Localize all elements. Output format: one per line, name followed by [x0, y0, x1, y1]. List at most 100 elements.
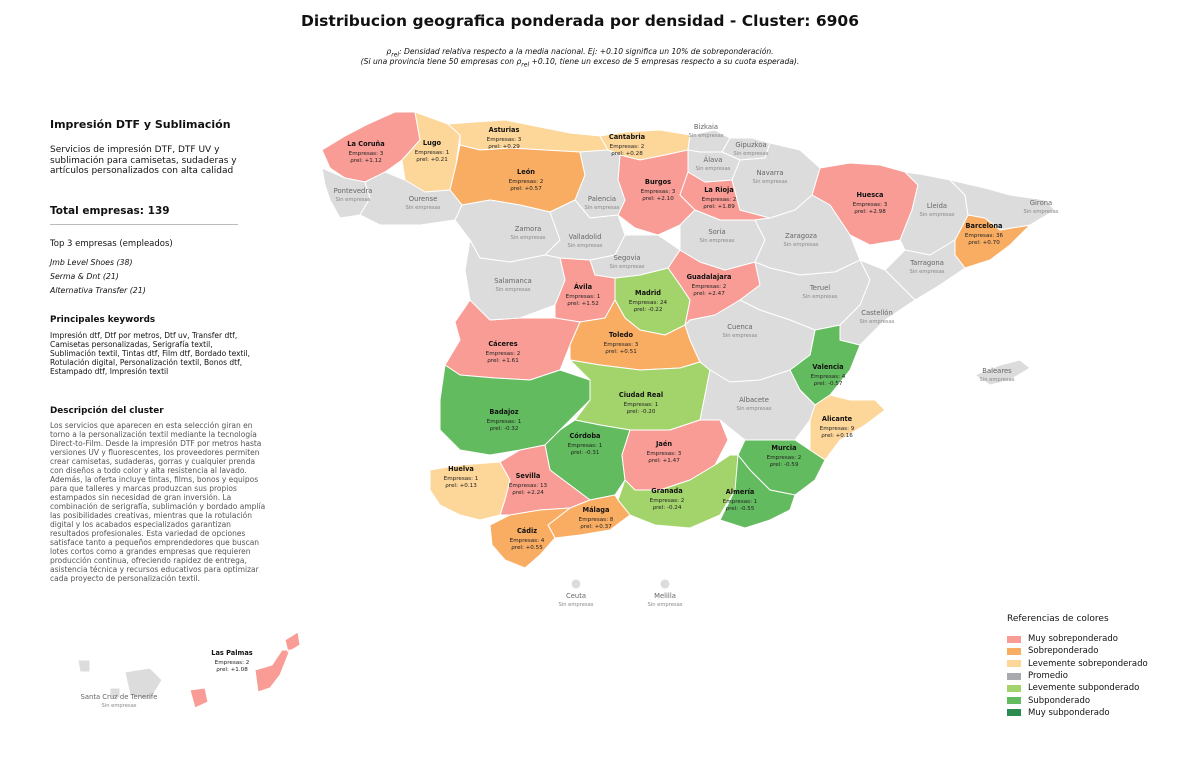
legend-swatch	[1007, 697, 1021, 705]
province-las-palmas	[189, 631, 301, 709]
province-name: León	[517, 168, 535, 176]
province-name: Granada	[651, 487, 682, 495]
top3-item: Serma & Dnt (21)	[50, 271, 119, 281]
province-no-data: Sin empresas	[699, 238, 734, 244]
province-count: Empresas: 2	[650, 498, 685, 504]
province-label-santa-cruz-de-tenerife: Santa Cruz de Tenerife Sin empresas	[81, 693, 158, 709]
color-legend: Referencias de colores Muy sobreponderad…	[1007, 614, 1148, 719]
province-no-data: Sin empresas	[752, 179, 787, 185]
province-rho: ρrel: +1.12	[350, 158, 382, 164]
province-melilla	[659, 578, 671, 590]
province-no-data: Sin empresas	[919, 212, 954, 218]
province-name: La Rioja	[704, 186, 734, 194]
province-count: Empresas: 1	[566, 294, 601, 300]
province-castellon	[839, 259, 916, 346]
province-count: Empresas: 2	[702, 197, 737, 203]
province-label-gipuzkoa: Gipuzkoa Sin empresas	[733, 141, 768, 157]
province-name: Guadalajara	[687, 273, 732, 281]
province-count: Empresas: 2	[486, 351, 521, 357]
province-label-ourense: Ourense Sin empresas	[405, 195, 440, 211]
province-name: Ciudad Real	[619, 391, 663, 399]
province-no-data: Sin empresas	[101, 703, 136, 709]
province-label-bizkaia: Bizkaia Sin empresas	[688, 123, 723, 139]
province-count: Empresas: 1	[624, 402, 659, 408]
province-rho: ρrel: -0.59	[770, 462, 799, 468]
province-rho: ρrel: +0.55	[511, 545, 543, 551]
province-rho: ρrel: +1.47	[648, 458, 680, 464]
province-rho: ρrel: +2.24	[512, 490, 544, 496]
province-name: Lleida	[927, 202, 947, 210]
province-girona	[949, 179, 1056, 231]
province-name: Bizkaia	[694, 123, 718, 131]
province-palencia	[574, 149, 626, 219]
legend-item: Levemente subponderado	[1007, 682, 1148, 694]
province-asturias	[447, 119, 609, 153]
province-label-zamora: Zamora Sin empresas	[510, 225, 545, 241]
province-no-data: Sin empresas	[909, 269, 944, 275]
province-rho: ρrel: +1.52	[567, 301, 599, 307]
province-name: Huelva	[448, 465, 474, 473]
province-name: Valladolid	[569, 233, 602, 241]
category-description: Servicios de impresión DTF, DTF UV y sub…	[50, 145, 237, 177]
legend-label: Subponderado	[1028, 695, 1091, 706]
province-name: Castellón	[861, 309, 893, 317]
province-no-data: Sin empresas	[695, 166, 730, 172]
province-no-data: Sin empresas	[979, 377, 1014, 383]
province-name: Cáceres	[488, 340, 517, 348]
province-name: Las Palmas	[211, 649, 253, 657]
province-rho: ρrel: +1.89	[703, 204, 735, 210]
province-label-pontevedra: Pontevedra Sin empresas	[334, 187, 373, 203]
province-no-data: Sin empresas	[584, 205, 619, 211]
province-no-data: Sin empresas	[736, 406, 771, 412]
province-name: Palencia	[588, 195, 616, 203]
province-no-data: Sin empresas	[567, 243, 602, 249]
province-name: Gipuzkoa	[735, 141, 766, 149]
province-rho: ρrel: +0.57	[510, 186, 542, 192]
legend-swatch	[1007, 709, 1021, 717]
province-name: Zamora	[515, 225, 542, 233]
province-rho: ρrel: +2.10	[642, 196, 674, 202]
province-name: Baleares	[982, 367, 1012, 375]
top3-item: Jmb Level Shoes (38)	[50, 257, 133, 267]
province-count: Empresas: 2	[509, 179, 544, 185]
province-count: Empresas: 24	[629, 300, 668, 306]
map-title: Distribucion geografica ponderada por de…	[301, 12, 859, 30]
province-name: Alicante	[822, 415, 853, 423]
province-no-data: Sin empresas	[510, 235, 545, 241]
province-rho: ρrel: -0.57	[814, 381, 843, 387]
province-name: Cádiz	[517, 527, 537, 535]
province-count: Empresas: 36	[965, 233, 1004, 239]
province-label-segovia: Segovia Sin empresas	[609, 254, 644, 270]
province-alicante	[809, 394, 886, 461]
province-name: Salamanca	[494, 277, 532, 285]
province-name: Madrid	[635, 289, 661, 297]
info-panel: Impresión DTF y Sublimación Servicios de…	[50, 118, 270, 583]
province-rho: ρrel: -0.24	[653, 505, 682, 511]
legend-item: Sobreponderado	[1007, 645, 1148, 657]
province-rho: ρrel: +0.21	[416, 157, 448, 163]
province-name: Badajoz	[489, 408, 518, 416]
province-albacete	[699, 369, 816, 441]
province-count: Empresas: 3	[604, 342, 639, 348]
legend-item: Muy subponderado	[1007, 707, 1148, 719]
province-label-lleida: Lleida Sin empresas	[919, 202, 954, 218]
province-label-navarra: Navarra Sin empresas	[752, 169, 787, 185]
province-baleares	[974, 359, 1031, 386]
legend-item: Muy sobreponderado	[1007, 633, 1148, 645]
province-rho: ρrel: +2.98	[854, 209, 886, 215]
province-label-albacete: Albacete Sin empresas	[736, 396, 771, 412]
province-count: Empresas: 4	[510, 538, 545, 544]
province-name: Murcia	[771, 444, 796, 452]
province-label-tarragona: Tarragona Sin empresas	[909, 259, 945, 275]
